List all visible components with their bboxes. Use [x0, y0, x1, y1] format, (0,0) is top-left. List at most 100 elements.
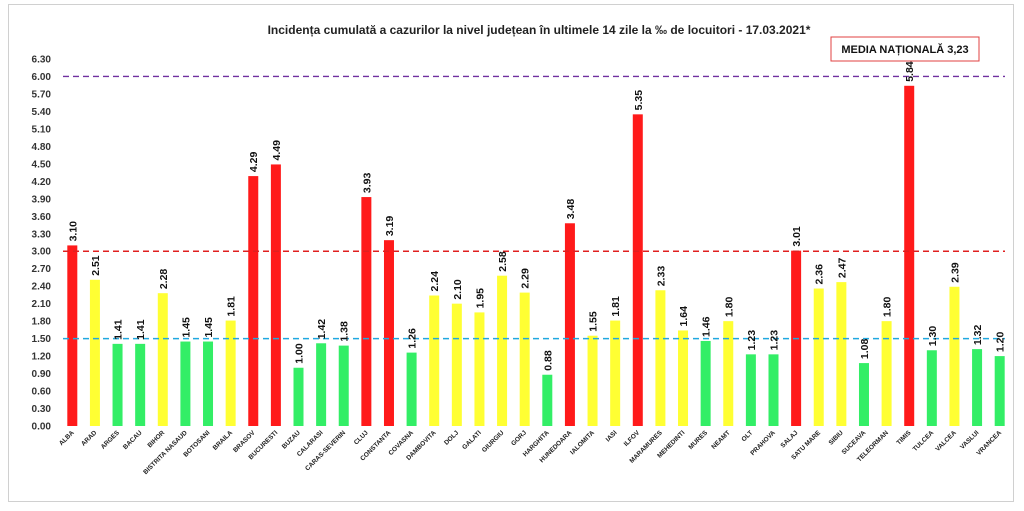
data-label: 2.10	[452, 279, 464, 300]
bar-caras-severin	[338, 345, 349, 426]
y-tick-label: 2.10	[32, 299, 52, 310]
data-label: 1.81	[610, 296, 622, 317]
data-label: 2.47	[836, 258, 848, 279]
data-label: 1.45	[203, 317, 215, 338]
bar-buzau	[293, 367, 304, 426]
y-tick-label: 3.90	[32, 194, 52, 205]
x-tick-label: IASI	[605, 429, 619, 443]
bar-hunedoara	[564, 223, 575, 426]
bar-covasna	[406, 352, 417, 426]
x-tick-label: DOLJ	[443, 429, 460, 446]
data-label: 3.48	[565, 199, 577, 220]
data-label: 2.39	[949, 262, 961, 283]
data-label: 1.20	[995, 331, 1007, 352]
y-tick-label: 1.80	[32, 317, 52, 328]
y-tick-label: 1.50	[32, 334, 52, 345]
bar-ialomita	[587, 335, 598, 426]
y-tick-label: 0.30	[32, 404, 52, 415]
x-tick-label: IALOMITA	[569, 429, 596, 456]
y-tick-label: 2.70	[32, 264, 52, 275]
data-label: 1.38	[339, 321, 351, 342]
data-label: 1.42	[316, 319, 328, 340]
bar-bihor	[157, 293, 168, 426]
data-label: 1.64	[678, 306, 690, 327]
bar-neamt	[723, 321, 734, 426]
y-tick-label: 0.00	[32, 422, 52, 433]
data-label: 4.29	[248, 151, 260, 172]
x-tick-label: SIBIU	[828, 429, 845, 446]
y-tick-label: 5.40	[32, 107, 52, 118]
bar-ilfov	[632, 114, 643, 426]
y-axis: 0.00 0.30 0.60 0.90 1.20 1.50 1.80 2.10 2.40 2.70…	[32, 55, 52, 433]
data-label: 1.81	[226, 296, 238, 317]
y-tick-label: 3.30	[32, 229, 52, 240]
y-tick-label: 6.00	[32, 72, 52, 83]
x-tick-label: PRAHOVA	[749, 429, 777, 457]
bar-giurgiu	[497, 275, 508, 426]
data-label: 1.46	[701, 316, 713, 337]
data-label: 0.88	[542, 350, 554, 371]
bar-arad	[89, 279, 100, 426]
bar-teleorman	[881, 321, 892, 426]
national-average-box: MEDIA NAȚIONALĂ 3,23	[830, 36, 980, 62]
x-tick-label: VASLUI	[959, 429, 981, 451]
data-label: 2.28	[158, 269, 170, 290]
bar-dambovita	[429, 295, 440, 426]
x-tick-label: CARAS-SEVERIN	[304, 429, 347, 472]
bar-botosani	[203, 341, 214, 426]
data-label: 3.01	[791, 226, 803, 247]
y-tick-label: 2.40	[32, 282, 52, 293]
data-label: 1.08	[859, 338, 871, 359]
data-label: 1.55	[588, 311, 600, 332]
x-tick-label: ARGES	[100, 429, 122, 451]
x-tick-label: GORJ	[510, 429, 528, 447]
y-tick-label: 3.00	[32, 247, 52, 258]
x-tick-label: BIHOR	[146, 429, 166, 449]
data-label: 5.35	[633, 90, 645, 111]
bar-tulcea	[926, 350, 937, 426]
bar-gorj	[519, 292, 530, 426]
bar-sibiu	[836, 282, 847, 426]
bar-braila	[225, 320, 236, 426]
bar-arges	[112, 343, 123, 426]
data-label: 3.19	[384, 216, 396, 237]
data-label: 1.45	[180, 317, 192, 338]
data-label: 5.84	[904, 61, 916, 82]
y-tick-label: 0.60	[32, 387, 52, 398]
x-tick-label: VALCEA	[934, 429, 958, 453]
data-label: 2.58	[497, 251, 509, 272]
x-tick-label: CLUJ	[353, 429, 370, 446]
y-tick-label: 6.30	[32, 55, 52, 66]
bar-mures	[700, 340, 711, 426]
data-label: 2.36	[814, 264, 826, 285]
x-tick-label: OLT	[740, 429, 754, 443]
data-label: 1.41	[113, 319, 125, 340]
bar-chart: Incidența cumulată a cazurilor la nivel …	[32, 23, 1007, 476]
y-tick-label: 5.10	[32, 124, 52, 135]
data-label: 2.33	[655, 266, 667, 287]
bar-prahova	[768, 354, 779, 426]
data-label: 1.80	[882, 297, 894, 318]
y-tick-label: 4.80	[32, 142, 52, 153]
chart-frame: Incidența cumulată a cazurilor la nivel …	[8, 4, 1014, 502]
bar-cluj	[361, 197, 372, 426]
data-label: 1.32	[972, 325, 984, 346]
data-label: 1.26	[407, 328, 419, 349]
data-label: 2.29	[520, 268, 532, 289]
x-tick-label: BACAU	[122, 429, 144, 451]
y-tick-label: 1.20	[32, 352, 52, 363]
data-label: 1.23	[746, 330, 758, 351]
bar-brasov	[248, 176, 259, 426]
bar-harghita	[542, 374, 553, 426]
data-label: 1.30	[927, 326, 939, 347]
data-label: 3.10	[67, 221, 79, 242]
data-label: 1.00	[294, 343, 306, 364]
x-tick-label: VRANCEA	[975, 429, 1003, 457]
y-tick-label: 4.20	[32, 177, 52, 188]
x-tick-label: MURES	[688, 429, 710, 451]
y-tick-label: 4.50	[32, 159, 52, 170]
bar-bistrita-nasaud	[180, 341, 191, 426]
y-tick-label: 5.70	[32, 89, 52, 100]
x-tick-label: BUZAU	[281, 429, 302, 450]
bar-constanta	[383, 240, 394, 426]
